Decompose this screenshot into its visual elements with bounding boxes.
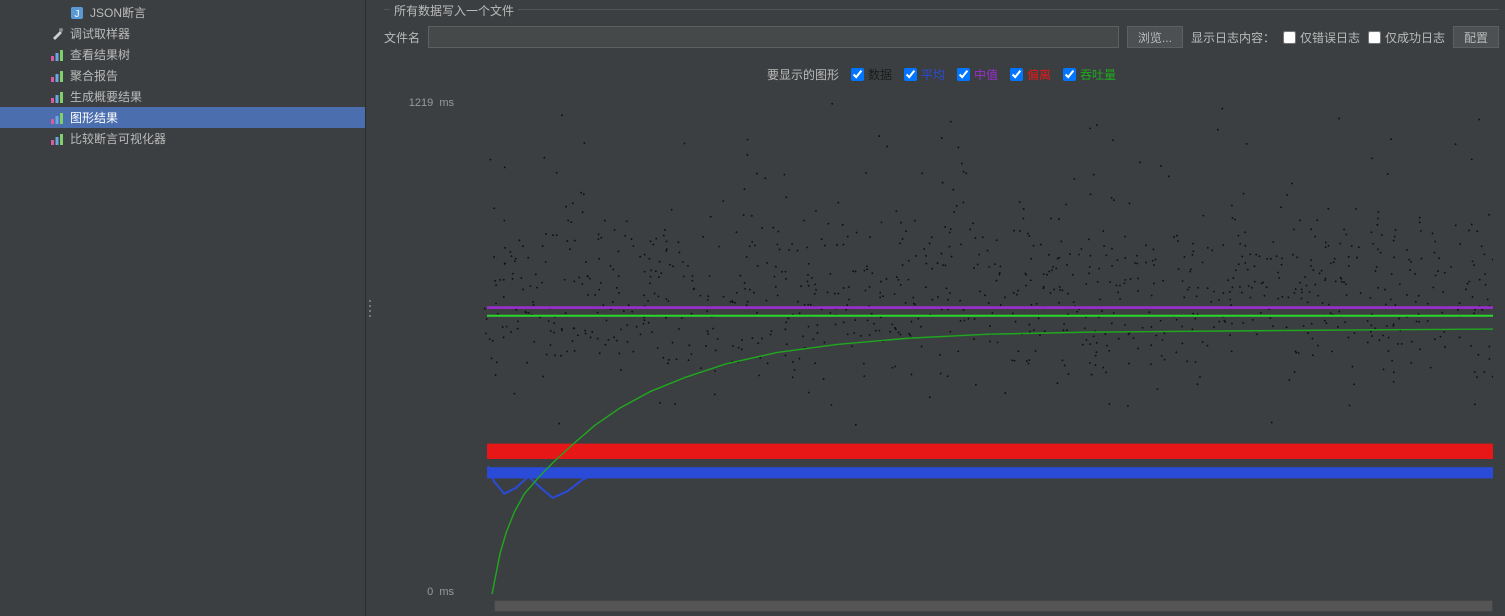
legend-checkbox[interactable] <box>851 68 864 81</box>
success-only-label: 仅成功日志 <box>1385 29 1445 46</box>
legend-item-2[interactable]: 中值 <box>957 66 998 83</box>
fieldset-title: 所有数据写入一个文件 <box>390 2 518 19</box>
tree-item-label: JSON断言 <box>90 4 146 21</box>
tree-item[interactable]: 生成概要结果 <box>0 86 365 107</box>
legend-label: 偏离 <box>1027 66 1051 83</box>
sampler-icon <box>50 27 64 41</box>
error-only-checkbox[interactable]: 仅错误日志 <box>1283 29 1360 46</box>
main-panel: 所有数据写入一个文件 文件名 浏览... 显示日志内容： 仅错误日志 仅成功日志… <box>374 0 1505 616</box>
tree-item[interactable]: J JSON断言 <box>0 2 365 23</box>
tree-item[interactable]: 查看结果树 <box>0 44 365 65</box>
tree-item[interactable]: 调试取样器 <box>0 23 365 44</box>
tree-item-label: 图形结果 <box>70 109 118 126</box>
chart-icon <box>50 48 64 62</box>
legend-checkbox[interactable] <box>957 68 970 81</box>
chart-icon <box>50 90 64 104</box>
legend-checkbox[interactable] <box>1063 68 1076 81</box>
chart-icon <box>50 111 64 125</box>
legend-checkbox[interactable] <box>904 68 917 81</box>
average-band <box>487 467 1493 478</box>
tree-item[interactable]: 比较断言可视化器 <box>0 128 365 149</box>
log-content-label: 显示日志内容： <box>1191 29 1275 46</box>
throughput-curve <box>488 329 1493 594</box>
configure-button[interactable]: 配置 <box>1453 26 1499 48</box>
tree-item[interactable]: 聚合报告 <box>0 65 365 86</box>
success-only-checkbox-input[interactable] <box>1368 31 1381 44</box>
tree-panel: J JSON断言调试取样器查看结果树聚合报告生成概要结果图形结果比较断言可视化器 <box>0 0 366 616</box>
chart-icon <box>50 132 64 146</box>
legend-item-4[interactable]: 吞吐量 <box>1063 66 1116 83</box>
legend-item-1[interactable]: 平均 <box>904 66 945 83</box>
browse-button[interactable]: 浏览... <box>1127 26 1183 48</box>
splitter[interactable] <box>366 0 374 616</box>
tree-item-label: 比较断言可视化器 <box>70 130 166 147</box>
tree-item-label: 生成概要结果 <box>70 88 142 105</box>
assertion-icon: J <box>70 6 84 20</box>
error-only-checkbox-input[interactable] <box>1283 31 1296 44</box>
file-row: 文件名 浏览... 显示日志内容： 仅错误日志 仅成功日志 配置 <box>384 26 1499 48</box>
legend-label: 平均 <box>921 66 945 83</box>
y-max-label: 1219 ms <box>409 97 454 109</box>
tree-item[interactable]: 图形结果 <box>0 107 365 128</box>
tree-item-label: 聚合报告 <box>70 67 118 84</box>
legend-label: 吞吐量 <box>1080 66 1116 83</box>
chart-plot <box>484 103 1493 594</box>
legend-prompt: 要显示的图形 <box>767 66 839 83</box>
filename-input[interactable] <box>428 26 1119 48</box>
error-only-label: 仅错误日志 <box>1300 29 1360 46</box>
legend-label: 中值 <box>974 66 998 83</box>
tree-item-label: 查看结果树 <box>70 46 130 63</box>
legend-checkbox[interactable] <box>1010 68 1023 81</box>
success-only-checkbox[interactable]: 仅成功日志 <box>1368 29 1445 46</box>
chart-icon <box>50 69 64 83</box>
scatter-series <box>484 103 1493 426</box>
legend-label: 数据 <box>868 66 892 83</box>
deviation-band <box>487 444 1493 459</box>
legend-item-0[interactable]: 数据 <box>851 66 892 83</box>
series-legend: 要显示的图形 数据 平均 中值 偏离 吞吐量 <box>384 66 1499 83</box>
svg-text:J: J <box>75 9 80 20</box>
filename-label: 文件名 <box>384 29 420 46</box>
y-min-label: 0 ms <box>427 586 454 598</box>
splitter-grip-icon <box>369 300 371 317</box>
legend-item-3[interactable]: 偏离 <box>1010 66 1051 83</box>
fieldset-border: 所有数据写入一个文件 <box>384 2 1499 16</box>
tree-item-label: 调试取样器 <box>70 25 130 42</box>
chart-scrollbar[interactable] <box>494 600 1493 612</box>
chart-area: 1219 ms 0 ms <box>384 89 1499 616</box>
